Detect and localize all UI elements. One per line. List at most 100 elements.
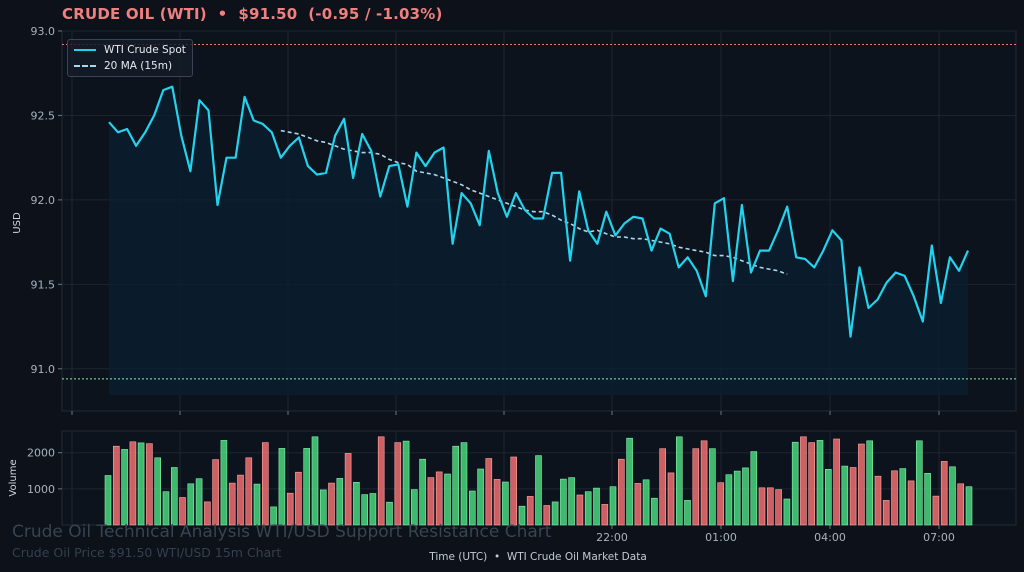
volume-bar [924,472,931,526]
volume-bar [849,467,857,526]
legend-item-price: WTI Crude Spot [74,43,186,57]
volume-bar [584,491,592,526]
volume-bar [684,500,691,526]
volume-bar [733,470,741,526]
legend-swatch-price [74,49,96,51]
volume-bar [245,457,253,526]
volume-bar [452,445,460,526]
volume-bar [502,481,509,526]
volume-bar [543,505,551,526]
price-panel: 91.0 91.5 92.0 92.5 93.0 USD [12,25,1017,415]
volume-bar [270,506,277,526]
volume-bar [295,471,302,526]
volume-bar [874,475,882,526]
volume-x-ticks: 22:00 01:00 04:00 07:00 [596,525,955,544]
volume-bar [717,482,725,526]
x-tick-label: 22:00 [596,531,628,544]
volume-bar [949,466,956,526]
volume-bar [965,486,973,526]
price-y-tick-label: 92.0 [31,194,56,207]
legend-label-ma: 20 MA (15m) [104,60,173,72]
volume-bar [626,437,633,526]
volume-bar [808,442,816,526]
price-y-axis-title: USD [12,212,23,234]
legend-item-ma: 20 MA (15m) [74,59,172,73]
volume-bar [228,482,236,526]
volume-bar [858,443,865,526]
volume-bar [212,459,219,526]
volume-bar [882,500,890,526]
volume-bar [444,473,451,526]
volume-bar [369,493,377,526]
ma-series-line [280,129,788,275]
volume-bar [427,477,435,526]
volume-bar [179,497,186,526]
volume-bar [700,440,708,526]
volume-bar [510,456,518,526]
volume-bar [576,494,584,526]
volume-bar [775,489,782,526]
volume-bar [311,436,319,526]
x-tick-label: 01:00 [705,531,737,544]
footer-caption: Time (UTC) • WTI Crude Oil Market Data [429,551,647,563]
volume-bar [386,501,393,526]
volume-bar [742,467,749,526]
volume-bar [725,474,733,526]
volume-bar [692,448,700,526]
volume-y-ticks: 1000 2000 [27,447,62,496]
volume-bar [766,487,774,526]
volume-bar [377,436,385,526]
price-area-fill [109,86,968,395]
volume-bar [261,442,269,526]
volume-bar [419,458,426,526]
price-y-tick-label: 93.0 [31,25,56,38]
volume-bar [891,470,898,526]
volume-bar [560,478,567,526]
x-tick-label: 04:00 [814,531,846,544]
watermark-title: Crude Oil Technical Analysis WTI/USD Sup… [12,522,552,542]
volume-bar [551,501,559,526]
volume-bar [568,477,575,526]
volume-bar [841,465,849,526]
volume-bar [460,442,468,526]
volume-bar [750,451,758,526]
legend-label-price: WTI Crude Spot [104,44,186,56]
watermark-subtitle: Crude Oil Price $91.50 WTI/USD 15m Chart [12,545,282,560]
volume-bar [518,505,526,526]
volume-bar [303,448,311,526]
legend-swatch-ma [74,65,96,67]
volume-bar [609,486,617,526]
volume-bar [121,449,128,526]
volume-bar [129,441,137,526]
volume-bar [651,497,658,526]
volume-bar [659,448,667,526]
volume-bar [154,457,161,526]
volume-bar [940,461,948,526]
volume-bar [833,438,840,526]
volume-bar [899,468,907,526]
volume-bar [113,445,120,526]
volume-bar [957,483,965,526]
volume-bar [915,440,923,526]
volume-bar [642,479,650,526]
volume-y-axis-title: Volume [8,459,19,496]
chart-legend: WTI Crude Spot 20 MA (15m) [67,39,193,77]
volume-bar [253,483,261,526]
volume-bar [344,453,352,526]
volume-bar [162,491,170,526]
volume-bar [601,504,609,526]
price-y-ticks: 91.0 91.5 92.0 92.5 93.0 [31,25,62,376]
volume-bar [824,468,832,526]
volume-bar [907,480,915,526]
volume-bar [675,436,683,526]
volume-bar [816,440,824,526]
volume-bar [146,443,153,526]
volume-bar [468,490,476,526]
volume-bar [526,496,534,526]
volume-bar [783,498,791,526]
volume-bar [353,481,360,526]
volume-bar [361,494,369,526]
volume-panel: 1000 2000 22:00 01:00 04:00 07:00 Volume [8,430,1017,544]
volume-bar [667,472,675,526]
